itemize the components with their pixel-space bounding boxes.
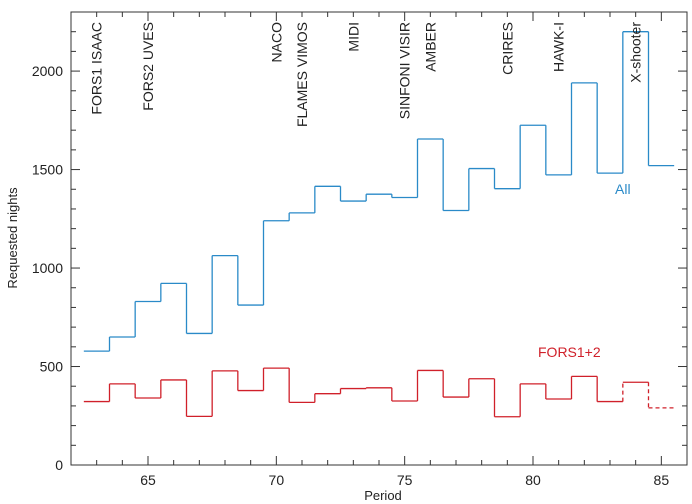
x-tick-label: 75 xyxy=(397,472,413,488)
y-axis-title: Requested nights xyxy=(5,187,20,289)
instrument-annotations: FORS1 ISAAC FORS2 UVES NACO FLAMES VIMOS MID… xyxy=(89,22,644,127)
y-tick-label: 2000 xyxy=(32,63,63,79)
instrument-label: AMBER xyxy=(422,22,438,72)
instrument-label: FORS1 ISAAC xyxy=(89,22,105,115)
y-tick-label: 1000 xyxy=(32,260,63,276)
instrument-label: FLAMES VIMOS xyxy=(294,22,310,127)
y-tick-label: 1500 xyxy=(32,162,63,178)
instrument-label: SINFONI VISIR xyxy=(397,22,413,119)
x-tick-label: 85 xyxy=(654,472,670,488)
instrument-label: CRIRES xyxy=(499,22,515,75)
x-tick-label: 65 xyxy=(140,472,156,488)
x-tick-label: 80 xyxy=(525,472,541,488)
series-all xyxy=(83,31,675,352)
x-axis-title: Period xyxy=(364,488,402,503)
instrument-label: HAWK-I xyxy=(551,22,567,72)
axis-ticks xyxy=(71,12,687,466)
y-tick-label: 0 xyxy=(55,457,63,473)
instrument-label: MIDI xyxy=(345,22,361,52)
x-tick-label: 70 xyxy=(269,472,285,488)
plot-frame xyxy=(70,11,688,466)
instrument-label: NACO xyxy=(268,22,284,63)
series-label-all: All xyxy=(615,181,631,197)
y-tick-label: 500 xyxy=(40,359,64,375)
series-labels: All FORS1+2 xyxy=(538,181,631,360)
instrument-label: FORS2 UVES xyxy=(140,22,156,111)
series-fors1-2 xyxy=(83,367,675,418)
y-tick-labels: 0 500 1000 1500 2000 xyxy=(32,63,63,473)
series-label-fors: FORS1+2 xyxy=(538,344,601,360)
series-layer xyxy=(83,31,675,418)
x-tick-labels: 65 70 75 80 85 xyxy=(140,472,669,488)
instrument-label: X-shooter xyxy=(628,22,644,83)
